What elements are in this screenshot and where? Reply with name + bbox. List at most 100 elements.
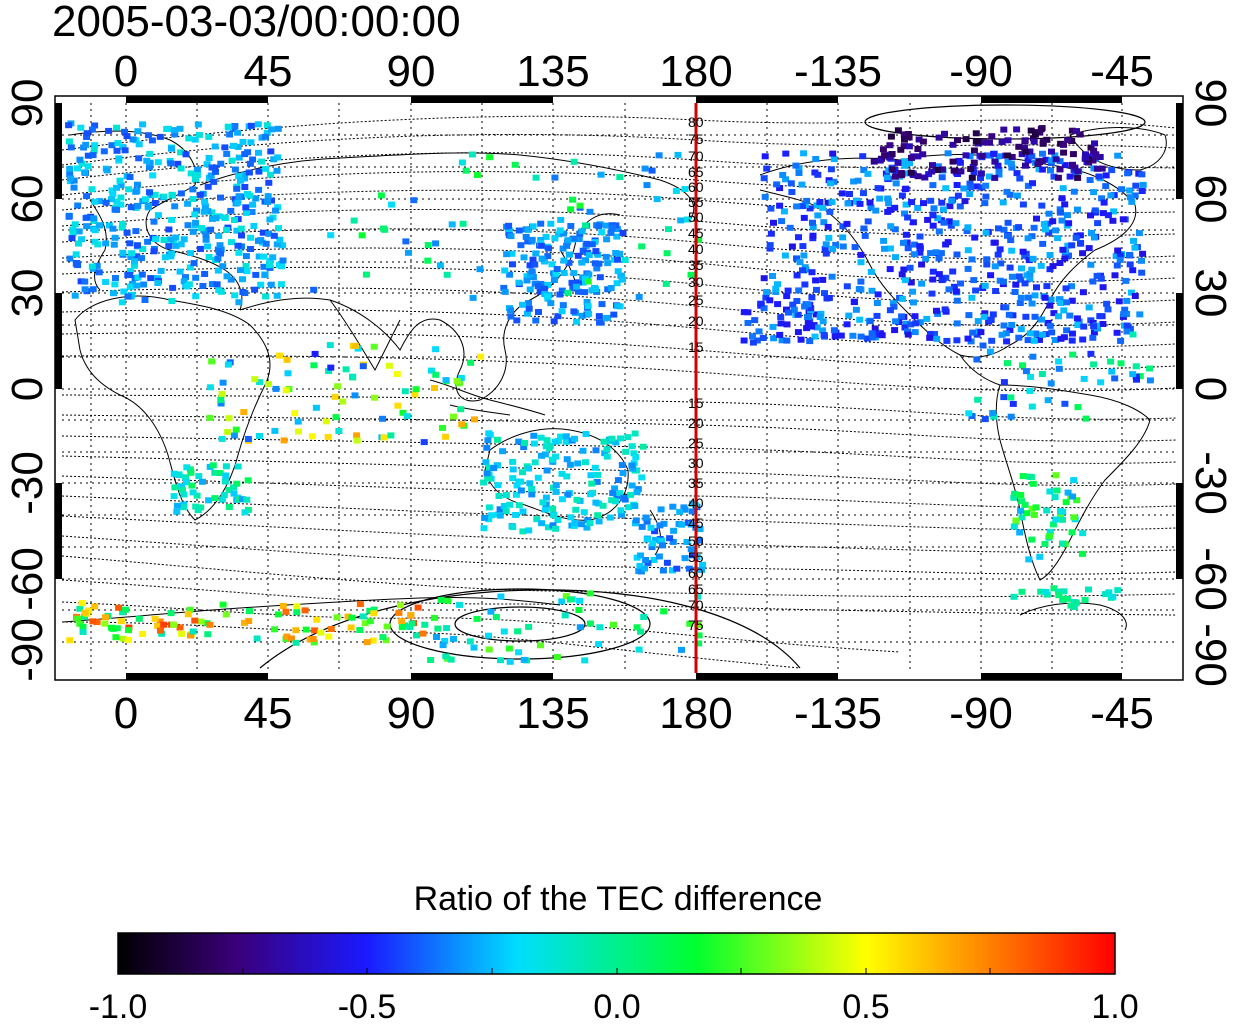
tec-pixel	[139, 246, 147, 253]
tec-pixel	[119, 635, 127, 642]
tec-pixel	[619, 470, 627, 476]
tec-pixel	[621, 257, 629, 263]
tec-pixel	[1068, 138, 1076, 144]
tec-pixel	[221, 144, 229, 151]
tec-pixel	[788, 189, 796, 195]
tec-pixel	[1004, 158, 1012, 165]
tec-pixel	[600, 438, 608, 445]
tec-pixel	[642, 557, 650, 563]
tec-pixel	[146, 150, 154, 157]
tec-pixel	[349, 373, 356, 380]
tec-pixel	[380, 434, 388, 441]
tec-pixel	[874, 185, 882, 192]
tec-pixel	[276, 236, 284, 243]
tec-pixel	[1018, 265, 1025, 272]
tec-pixel	[900, 266, 908, 273]
tec-pixel	[263, 129, 271, 136]
tec-pixel	[979, 139, 987, 146]
tec-pixel	[252, 195, 260, 202]
tec-pixel	[592, 499, 600, 506]
tec-pixel	[907, 321, 915, 328]
tec-pixel	[929, 276, 937, 283]
tec-pixel	[549, 522, 557, 529]
tec-pixel	[1050, 310, 1058, 317]
tec-pixel	[439, 424, 446, 431]
tec-pixel	[594, 471, 602, 478]
tec-pixel	[1046, 266, 1054, 273]
tec-pixel	[182, 151, 190, 158]
tec-pixel	[387, 432, 395, 439]
tec-pixel	[1030, 512, 1038, 518]
tec-pixel	[270, 232, 278, 239]
tec-pixel	[642, 514, 650, 521]
tec-pixel	[199, 478, 206, 485]
tec-pixel	[170, 470, 178, 477]
tec-pixel	[231, 196, 239, 203]
tec-pixel	[819, 204, 827, 211]
mag-lat-label: 20	[688, 415, 704, 431]
tec-pixel	[570, 308, 578, 315]
tec-pixel	[145, 164, 153, 171]
tec-pixel	[267, 148, 275, 155]
tec-pixel	[84, 152, 92, 159]
tec-pixel	[749, 333, 756, 340]
tec-pixel	[180, 491, 188, 498]
tec-pixel	[133, 253, 141, 260]
tec-pixel	[180, 278, 188, 285]
tec-pixel	[1069, 351, 1077, 358]
tec-pixel	[1008, 247, 1016, 254]
tec-pixel	[564, 491, 572, 498]
tec-pixel	[206, 414, 214, 421]
bottom-lon-tick: 45	[244, 689, 293, 738]
tec-pixel	[572, 283, 580, 290]
tec-pixel	[358, 232, 366, 239]
tec-pixel	[625, 504, 633, 511]
tec-pixel	[403, 413, 411, 420]
tec-pixel	[1126, 187, 1134, 194]
tec-pixel	[558, 308, 566, 315]
tec-pixel	[1052, 156, 1060, 163]
tec-pixel	[274, 204, 282, 211]
tec-pixel	[790, 306, 798, 313]
tec-pixel	[665, 226, 672, 233]
tec-pixel	[744, 320, 752, 326]
mag-lat-label: 15	[688, 395, 704, 411]
tec-pixel	[1029, 480, 1037, 487]
tec-pixel	[250, 223, 258, 229]
tec-pixel	[359, 613, 367, 620]
tec-pixel	[363, 639, 371, 646]
tec-pixel	[84, 163, 92, 170]
tec-pixel	[666, 535, 674, 542]
tec-pixel	[558, 470, 566, 477]
tec-pixel	[685, 565, 693, 572]
tec-pixel	[1107, 358, 1115, 365]
tec-pixel	[177, 241, 185, 248]
tec-pixel	[1082, 151, 1089, 158]
tec-pixel	[251, 376, 259, 383]
tec-pixel	[242, 263, 250, 269]
tec-pixel	[800, 252, 808, 259]
tec-pixel	[740, 309, 748, 316]
tec-pixel	[450, 413, 457, 420]
tec-pixel	[919, 151, 927, 158]
tec-pixel	[1017, 507, 1024, 514]
tec-pixel	[494, 482, 502, 489]
tec-pixel	[995, 153, 1003, 160]
tec-pixel	[1059, 540, 1066, 547]
tec-pixel	[168, 298, 176, 304]
tec-pixel	[394, 402, 402, 409]
tec-pixel	[861, 232, 869, 239]
tec-pixel	[541, 451, 549, 458]
tec-pixel	[528, 268, 536, 275]
tec-pixel	[178, 630, 186, 637]
tec-pixel	[941, 130, 948, 137]
tec-pixel	[523, 273, 531, 280]
tec-pixel	[233, 227, 241, 234]
tec-pixel	[938, 277, 946, 284]
tec-pixel	[572, 506, 580, 513]
tec-pixel	[190, 260, 198, 267]
tec-pixel	[891, 204, 899, 211]
tec-pixel	[638, 474, 646, 481]
colorbar-title: Ratio of the TEC difference	[414, 880, 823, 918]
tec-pixel	[237, 225, 245, 232]
